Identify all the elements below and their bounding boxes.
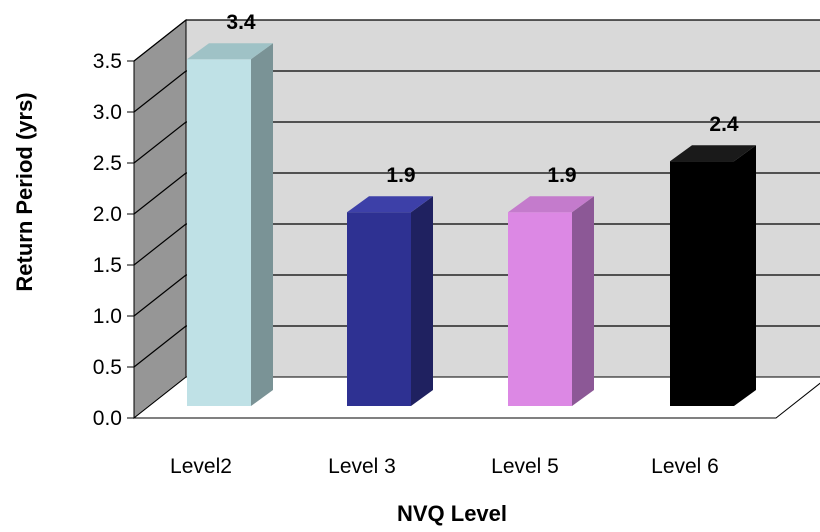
data-label: 1.9 bbox=[386, 164, 415, 187]
bar-side bbox=[251, 43, 273, 406]
bar bbox=[508, 212, 572, 406]
chart-walls bbox=[132, 18, 820, 420]
floor bbox=[132, 376, 820, 419]
gridline bbox=[133, 70, 820, 113]
gridline bbox=[133, 274, 820, 317]
gridline bbox=[133, 223, 820, 266]
bar-top bbox=[508, 196, 594, 213]
y-tick-label: 3.5 bbox=[93, 50, 122, 73]
x-category-label: Level 5 bbox=[491, 455, 559, 478]
bar-side bbox=[734, 145, 756, 406]
y-tick-label: 1.0 bbox=[93, 305, 122, 328]
data-label: 1.9 bbox=[547, 164, 576, 187]
y-tick-label: 2.5 bbox=[93, 152, 122, 175]
bar bbox=[670, 161, 734, 406]
x-axis-title: NVQ Level bbox=[397, 501, 507, 526]
y-tick-label: 3.0 bbox=[93, 101, 122, 124]
bar bbox=[347, 212, 411, 406]
gridline bbox=[133, 121, 820, 164]
bars bbox=[187, 43, 756, 406]
bar-top bbox=[347, 196, 433, 213]
y-axis-ticks: 0.0 0.5 1.0 1.5 2.0 2.5 3.0 3.5 bbox=[93, 50, 135, 430]
x-axis-categories: Level2 Level 3 Level 5 Level 6 bbox=[170, 455, 719, 478]
gridline bbox=[133, 325, 820, 368]
data-label: 2.4 bbox=[709, 113, 739, 136]
y-axis-title: Return Period (yrs) bbox=[12, 92, 37, 291]
data-label: 3.4 bbox=[226, 11, 256, 34]
bar bbox=[187, 59, 251, 406]
x-category-label: Level 3 bbox=[328, 455, 396, 478]
bar-top bbox=[670, 145, 756, 162]
gridline bbox=[133, 19, 820, 62]
y-tick-label: 1.5 bbox=[93, 254, 122, 277]
y-tick-label: 0.5 bbox=[93, 356, 122, 379]
gridline bbox=[133, 172, 820, 215]
y-tick-label: 0.0 bbox=[93, 407, 122, 430]
data-labels: 3.4 1.9 1.9 2.4 bbox=[226, 11, 739, 187]
bar-side bbox=[572, 196, 594, 406]
gridlines bbox=[133, 19, 820, 368]
side-wall bbox=[133, 18, 187, 420]
x-category-label: Level2 bbox=[170, 455, 232, 478]
x-category-label: Level 6 bbox=[651, 455, 719, 478]
bar-side bbox=[411, 196, 433, 406]
y-tick-label: 2.0 bbox=[93, 203, 122, 226]
bar-top bbox=[187, 43, 273, 60]
